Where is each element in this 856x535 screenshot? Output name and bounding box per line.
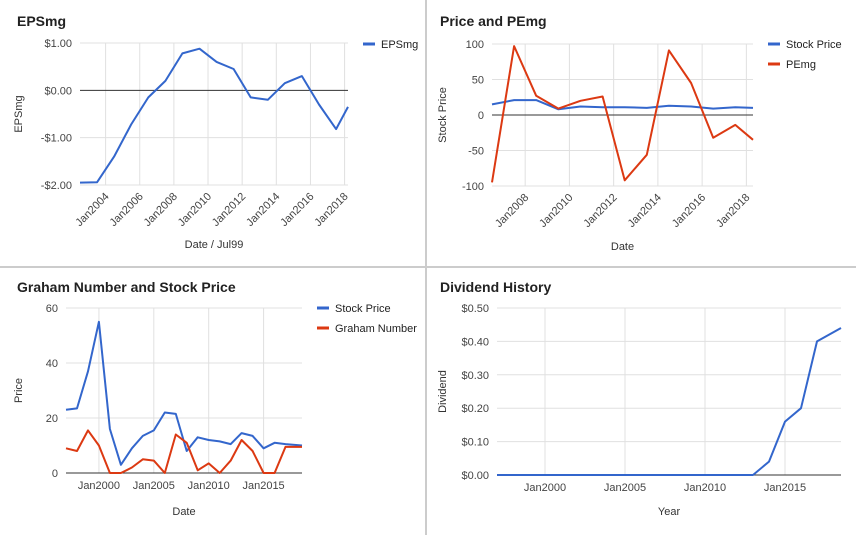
x-axis-label: Date / Jul99 — [185, 239, 244, 251]
y-tick-label: -$1.00 — [41, 133, 72, 145]
y-axis-label: Dividend — [437, 370, 449, 413]
x-tick-label: Jan2012 — [581, 192, 619, 230]
x-tick-label: Jan2005 — [604, 482, 646, 494]
legend-label: Graham Number — [335, 323, 417, 335]
x-tick-label: Jan2014 — [244, 191, 282, 229]
series-line — [65, 320, 303, 466]
dividend-history-chart: Dividend History $0.50 $0.40 $0.30 $0.20 $0.1… — [437, 279, 842, 518]
chart-title: Dividend History — [440, 279, 551, 295]
legend-label: Stock Price — [335, 303, 391, 315]
series-line — [491, 99, 754, 111]
y-tick-label: -100 — [462, 181, 484, 193]
legend-label: EPSmg — [381, 39, 418, 51]
y-tick-label: $0.00 — [461, 470, 489, 482]
x-axis-label: Date — [172, 506, 195, 518]
x-tick-label: Jan2008 — [142, 191, 180, 229]
x-tick-label: Jan2018 — [714, 192, 752, 230]
x-tick-label: Jan2005 — [133, 480, 175, 492]
y-tick-label: 0 — [52, 468, 58, 480]
y-tick-label: $0.40 — [461, 336, 489, 348]
y-tick-label: $0.10 — [461, 437, 489, 449]
chart-panel-dividend-history: Dividend History $0.50 $0.40 $0.30 $0.20 $0.1… — [428, 269, 856, 535]
y-tick-label: 100 — [466, 39, 484, 51]
x-tick-label: Jan2015 — [764, 482, 806, 494]
x-tick-label: Jan2004 — [73, 191, 111, 229]
y-axis-label: EPSmg — [13, 95, 25, 132]
y-tick-label: 50 — [472, 75, 484, 87]
y-tick-label: $0.20 — [461, 403, 489, 415]
series-line — [65, 429, 302, 474]
y-tick-label: $0.30 — [461, 370, 489, 382]
x-tick-label: Jan2000 — [524, 482, 566, 494]
x-axis-label: Year — [658, 506, 681, 518]
chart-panel-price-pemg: Price and PEmg 100 50 0 -50 -100 Jan2008 Jan201… — [428, 0, 856, 265]
y-tick-label: 60 — [46, 303, 58, 315]
horizontal-divider — [0, 266, 856, 268]
x-tick-label: Jan2010 — [176, 191, 214, 229]
x-tick-label: Jan2008 — [493, 192, 531, 230]
chart-title: EPSmg — [17, 13, 66, 29]
y-tick-label: -$2.00 — [41, 180, 72, 192]
x-tick-label: Jan2006 — [108, 191, 146, 229]
chart-panel-epsmg: EPSmg $1.00 $0.00 -$1.00 -$2.00 Jan2004 Jan200… — [0, 0, 424, 265]
x-tick-label: Jan2014 — [626, 192, 664, 230]
y-axis-label: Stock Price — [437, 87, 449, 143]
y-tick-label: 40 — [46, 358, 58, 370]
x-tick-label: Jan2000 — [78, 480, 120, 492]
x-tick-label: Jan2018 — [312, 191, 350, 229]
y-tick-label: 0 — [478, 110, 484, 122]
x-tick-label: Jan2010 — [537, 192, 575, 230]
chart-panel-graham-number: Graham Number and Stock Price 60 40 20 0 Jan2… — [0, 269, 424, 535]
x-tick-label: Jan2010 — [684, 482, 726, 494]
x-axis-label: Date — [611, 241, 634, 253]
y-tick-label: $0.00 — [44, 85, 72, 97]
y-axis-label: Price — [13, 378, 25, 403]
y-tick-label: $1.00 — [44, 38, 72, 50]
y-tick-label: 20 — [46, 413, 58, 425]
series-line — [491, 45, 754, 183]
x-tick-label: Jan2015 — [242, 480, 284, 492]
epsmg-chart: EPSmg$1.00$0.00-$1.00-$2.00Jan2004Jan200… — [13, 13, 418, 251]
series-line — [497, 327, 842, 476]
chart-title: Graham Number and Stock Price — [17, 279, 236, 295]
legend-label: PEmg — [786, 59, 816, 71]
chart-title: Price and PEmg — [440, 13, 547, 29]
y-tick-label: -50 — [468, 146, 484, 158]
x-tick-label: Jan2012 — [210, 191, 248, 229]
graham-number-chart: Graham Number and Stock Price 60 40 20 0 Jan2… — [13, 279, 417, 518]
legend-label: Stock Price — [786, 39, 842, 51]
x-tick-label: Jan2010 — [188, 480, 230, 492]
y-tick-label: $0.50 — [461, 303, 489, 315]
x-tick-label: Jan2016 — [670, 192, 708, 230]
x-tick-label: Jan2016 — [278, 191, 316, 229]
series-line — [79, 47, 349, 184]
